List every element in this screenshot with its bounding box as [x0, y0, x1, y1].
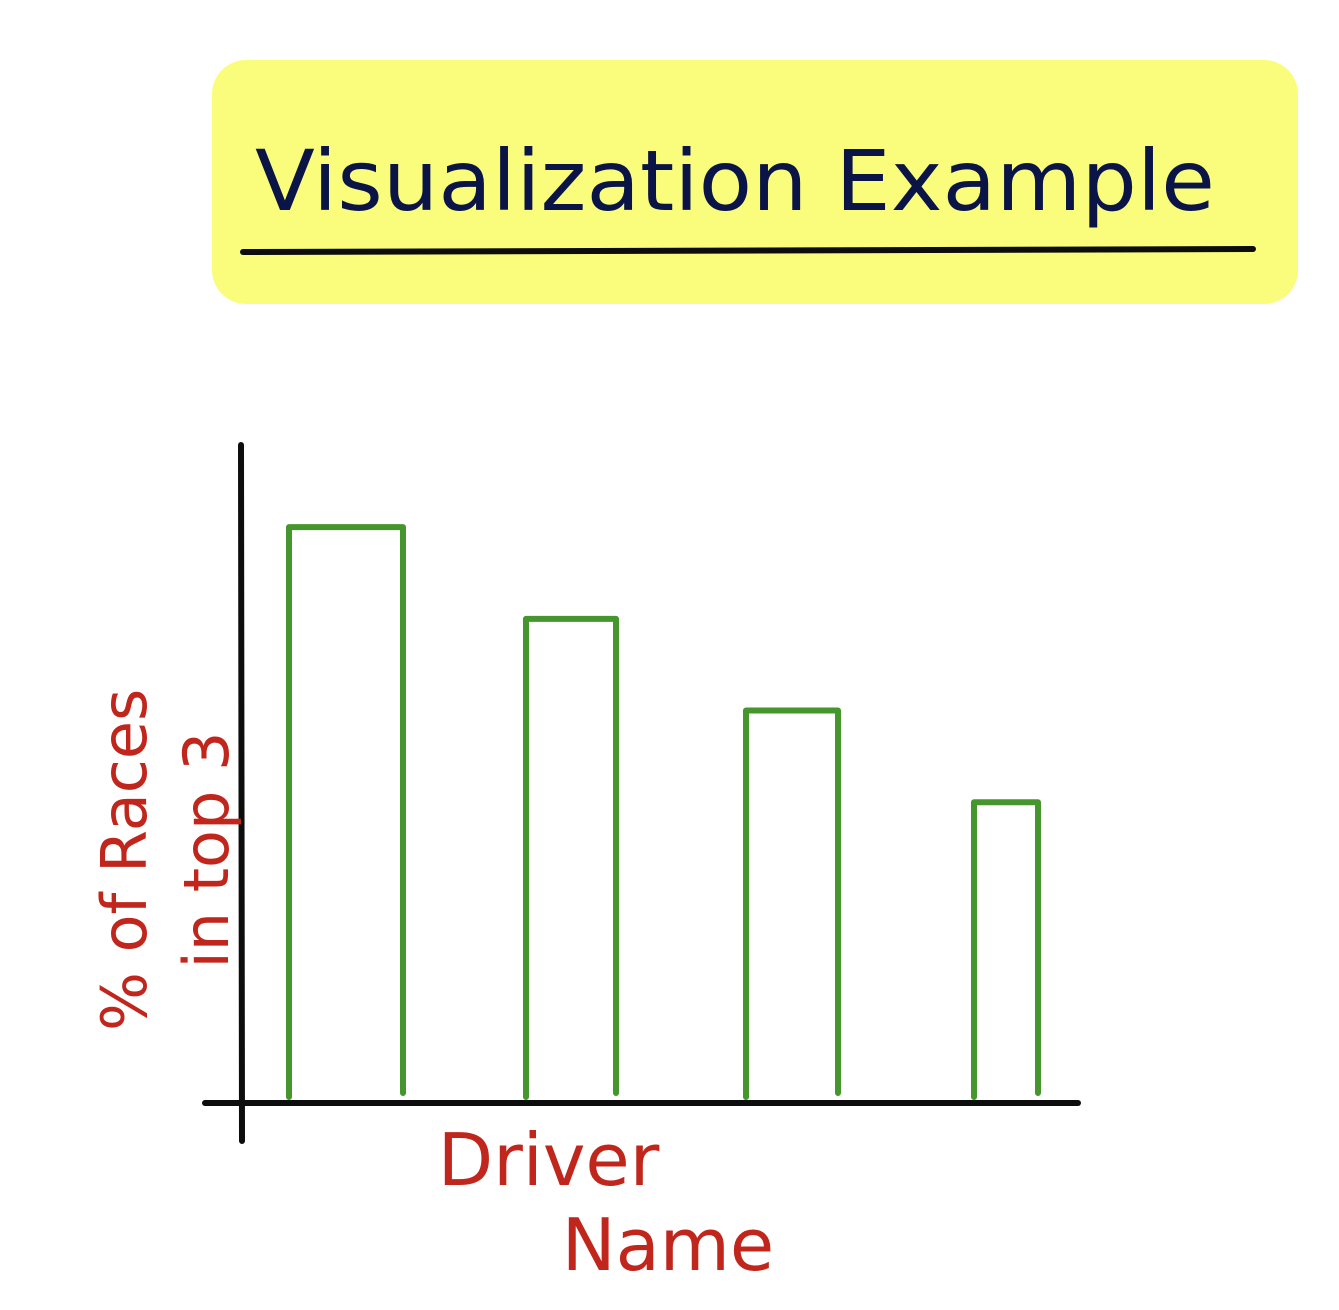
bars	[286, 524, 1041, 1100]
y-axis-label: % of Races in top 3	[88, 669, 243, 1031]
y-axis	[238, 442, 245, 1144]
bar-2	[523, 615, 619, 1100]
title-underline	[240, 246, 1256, 255]
chart-title: Visualization Example	[255, 132, 1215, 230]
bar-3	[743, 707, 841, 1100]
title-banner: Visualization Example	[212, 60, 1298, 304]
title-highlight	[212, 60, 1298, 304]
bar-4	[971, 799, 1041, 1100]
x-axis-label: Driver Name	[438, 1118, 774, 1287]
bar-1	[286, 524, 406, 1100]
